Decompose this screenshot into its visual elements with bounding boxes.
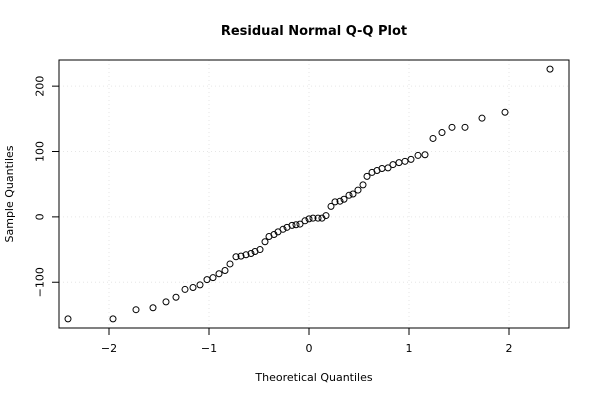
data-point	[226, 260, 234, 268]
data-point	[340, 195, 348, 203]
data-point	[215, 270, 223, 278]
x-axis-label: Theoretical Quantiles	[254, 371, 372, 384]
data-point	[327, 202, 335, 210]
x-tick-label: 1	[406, 342, 413, 355]
x-tick-label: −1	[201, 342, 217, 355]
data-point	[429, 134, 437, 142]
data-point	[331, 198, 339, 206]
data-point	[172, 293, 180, 301]
data-point	[292, 221, 300, 229]
data-point	[181, 285, 189, 293]
data-point	[501, 108, 509, 116]
data-point	[279, 225, 287, 233]
data-point	[378, 165, 386, 173]
x-tick-label: −2	[101, 342, 117, 355]
data-point	[132, 306, 140, 314]
data-point	[237, 252, 245, 260]
y-axis-label: Sample Quantiles	[3, 145, 16, 242]
data-point	[448, 123, 456, 131]
data-point	[209, 274, 217, 282]
data-point	[162, 298, 170, 306]
data-point	[322, 212, 330, 220]
data-point	[305, 215, 313, 223]
x-tick-label: 0	[306, 342, 313, 355]
data-point	[389, 161, 397, 169]
data-point	[478, 114, 486, 122]
data-point	[407, 155, 415, 163]
data-point	[359, 181, 367, 189]
y-tick-label: 200	[34, 76, 47, 97]
data-point	[546, 65, 554, 73]
data-point	[221, 266, 229, 274]
data-point	[288, 221, 296, 229]
data-point	[196, 281, 204, 289]
data-point	[189, 283, 197, 291]
x-axis: −2 −1 0 1 2	[101, 327, 513, 355]
data-point	[384, 164, 392, 172]
data-point	[149, 304, 157, 312]
x-tick-label: 2	[506, 342, 513, 355]
y-axis: −100 0 100 200	[34, 76, 60, 297]
data-point	[461, 123, 469, 131]
grid-lines	[59, 60, 569, 328]
data-point	[296, 220, 304, 228]
data-point	[421, 151, 429, 159]
data-point	[345, 191, 353, 199]
data-points	[64, 65, 554, 323]
data-point	[256, 246, 264, 254]
data-point	[314, 214, 322, 222]
data-point	[109, 315, 117, 323]
data-point	[232, 253, 240, 261]
y-tick-label: −100	[34, 267, 47, 297]
data-point	[261, 238, 269, 246]
chart-title: Residual Normal Q-Q Plot	[221, 24, 407, 39]
plot-frame	[58, 59, 570, 329]
y-tick-label: 0	[34, 213, 47, 220]
data-point	[363, 172, 371, 180]
data-point	[354, 186, 362, 194]
data-point	[64, 315, 72, 323]
data-point	[309, 214, 317, 222]
y-tick-label: 100	[34, 141, 47, 162]
data-point	[395, 159, 403, 167]
data-point	[401, 157, 409, 165]
data-point	[247, 249, 255, 257]
data-point	[242, 251, 250, 259]
data-point	[414, 151, 422, 159]
data-point	[336, 197, 344, 205]
data-point	[203, 276, 211, 284]
data-point	[301, 217, 309, 225]
data-point	[349, 190, 357, 198]
data-point	[438, 129, 446, 137]
